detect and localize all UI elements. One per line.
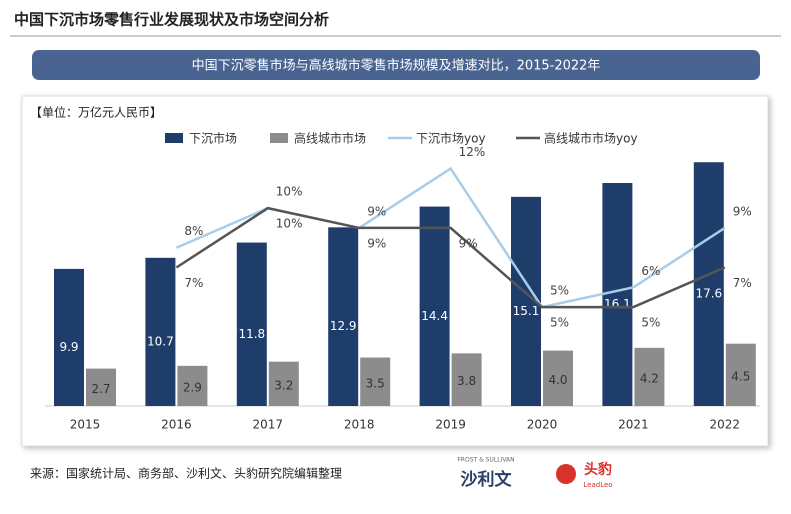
bar (451, 353, 482, 406)
line-label: 9% (367, 204, 386, 218)
line-label: 6% (641, 264, 660, 278)
legend-label: 高线城市市场yoy (544, 131, 638, 146)
bar (145, 257, 176, 406)
source: 来源：国家统计局、商务部、沙利文、头豹研究院编辑整理 (30, 466, 342, 481)
line-label: 12% (459, 145, 486, 159)
x-tick-label: 2017 (253, 418, 284, 432)
legend-label: 下沉市场yoy (416, 131, 486, 146)
bar-label: 9.9 (59, 340, 78, 354)
x-tick-label: 2019 (435, 418, 466, 432)
bar-label: 4.2 (640, 371, 659, 385)
x-tick-label: 2022 (710, 418, 741, 432)
bar (543, 350, 573, 406)
bar-label: 3.5 (366, 376, 385, 390)
legend-swatch (165, 133, 183, 143)
logo-icon (556, 464, 576, 484)
bar-label: 2.7 (91, 382, 110, 396)
line-label: 9% (367, 236, 386, 250)
bar (177, 365, 208, 406)
logo-small: FROST & SULLIVAN (457, 457, 514, 464)
bar-label: 3.2 (274, 378, 293, 392)
bar-label: 17.6 (695, 287, 722, 301)
logo: 头豹 (584, 461, 612, 478)
bar (54, 268, 84, 406)
bar (725, 343, 756, 406)
bar-label: 4.5 (731, 369, 750, 383)
bar (634, 347, 665, 406)
bar (360, 357, 391, 406)
bar-label: 16.1 (604, 297, 631, 311)
line-label: 9% (733, 204, 752, 218)
bar (236, 242, 267, 406)
unit-label: 【单位：万亿元人民币】 (30, 105, 162, 120)
line-label: 5% (641, 316, 660, 330)
bar-label: 15.1 (513, 304, 540, 318)
bar-label: 3.8 (457, 374, 476, 388)
bar (419, 206, 450, 406)
legend-label: 高线城市市场 (294, 131, 366, 146)
bar-label: 2.9 (183, 380, 202, 394)
line-label: 8% (184, 224, 203, 238)
line (175, 206, 726, 309)
legend-label: 下沉市场 (189, 131, 237, 146)
banner (32, 50, 760, 80)
x-tick-label: 2015 (70, 418, 101, 432)
logo: 沙利文 (461, 469, 513, 490)
bar-label: 4.0 (548, 373, 567, 387)
logo-small: LeadLeo (583, 481, 612, 489)
bar-label: 10.7 (147, 334, 174, 348)
bar (693, 162, 724, 406)
chart-title: 中国下沉零售市场与高线城市零售市场规模及增速对比，2015-2022年 (192, 58, 601, 74)
bar (86, 368, 116, 406)
line-label: 7% (733, 276, 752, 290)
line-label: 10% (276, 185, 303, 199)
line-label: 5% (550, 284, 569, 298)
bar-label: 11.8 (238, 327, 265, 341)
bar (602, 183, 633, 406)
x-tick-label: 2020 (527, 418, 558, 432)
line-label: 9% (459, 236, 478, 250)
bar-label: 12.9 (330, 319, 357, 333)
x-tick-label: 2018 (344, 418, 375, 432)
bar (268, 361, 299, 406)
line-label: 7% (184, 276, 203, 290)
x-tick-label: 2021 (618, 418, 649, 432)
x-tick-label: 2016 (161, 418, 192, 432)
line-label: 10% (276, 217, 303, 231)
bar-label: 14.4 (421, 309, 448, 323)
line-label: 5% (550, 316, 569, 330)
legend-swatch (270, 133, 288, 143)
page-title: 中国下沉市场零售行业发展现状及市场空间分析 (14, 11, 329, 29)
bar (328, 227, 359, 406)
